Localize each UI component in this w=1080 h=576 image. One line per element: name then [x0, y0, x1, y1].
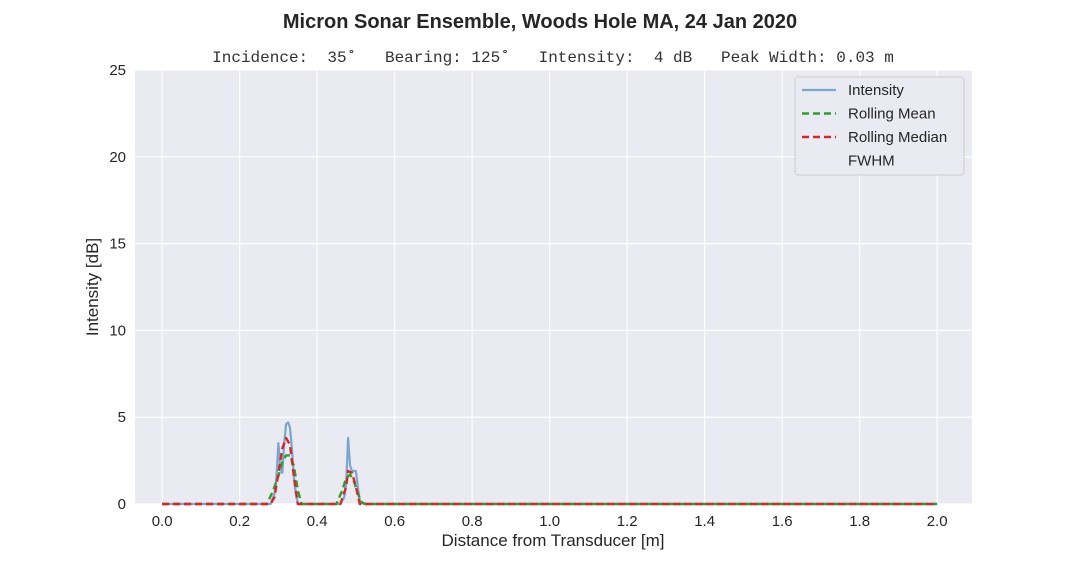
series-line-intensity — [162, 421, 938, 506]
series-line-rolling-median — [162, 436, 938, 506]
x-tick-label: 1.0 — [539, 513, 560, 530]
series-lines — [162, 421, 938, 506]
y-axis-ticks: 0 5 10 15 20 25 — [109, 62, 126, 513]
legend-label: Rolling Mean — [848, 106, 936, 123]
x-tick-label: 1.4 — [694, 513, 715, 530]
x-tick-label: 2.0 — [927, 513, 948, 530]
y-tick-label: 5 — [118, 409, 126, 426]
x-tick-label: 0.6 — [384, 513, 405, 530]
y-tick-label: 10 — [109, 322, 126, 339]
x-tick-label: 0.8 — [462, 513, 483, 530]
chart-title: Micron Sonar Ensemble, Woods Hole MA, 24… — [283, 11, 797, 33]
x-tick-label: 1.2 — [617, 513, 638, 530]
legend: Intensity Rolling Mean Rolling Median FWHM — [794, 76, 965, 176]
chart-subtitle: Incidence: 35˚ Bearing: 125˚ Intensity: … — [212, 49, 894, 67]
y-tick-label: 0 — [118, 496, 126, 513]
y-tick-label: 25 — [109, 62, 126, 79]
x-tick-label: 1.8 — [849, 513, 870, 530]
x-axis-ticks: 0.0 0.2 0.4 0.6 0.8 1.0 1.2 1.4 1.6 1.8 2.0 — [152, 513, 948, 530]
legend-box — [794, 76, 965, 176]
legend-label: FWHM — [848, 153, 895, 170]
x-tick-label: 1.6 — [772, 513, 793, 530]
y-tick-label: 20 — [109, 149, 126, 166]
y-tick-label: 15 — [109, 236, 126, 253]
x-tick-label: 0.0 — [152, 513, 173, 530]
x-axis-label: Distance from Transducer [m] — [442, 531, 665, 550]
legend-label: Intensity — [848, 82, 904, 99]
y-axis-label: Intensity [dB] — [83, 238, 102, 336]
x-tick-label: 0.2 — [229, 513, 250, 530]
legend-label: Rolling Median — [848, 129, 947, 146]
grid — [135, 69, 972, 505]
x-tick-label: 0.4 — [307, 513, 328, 530]
